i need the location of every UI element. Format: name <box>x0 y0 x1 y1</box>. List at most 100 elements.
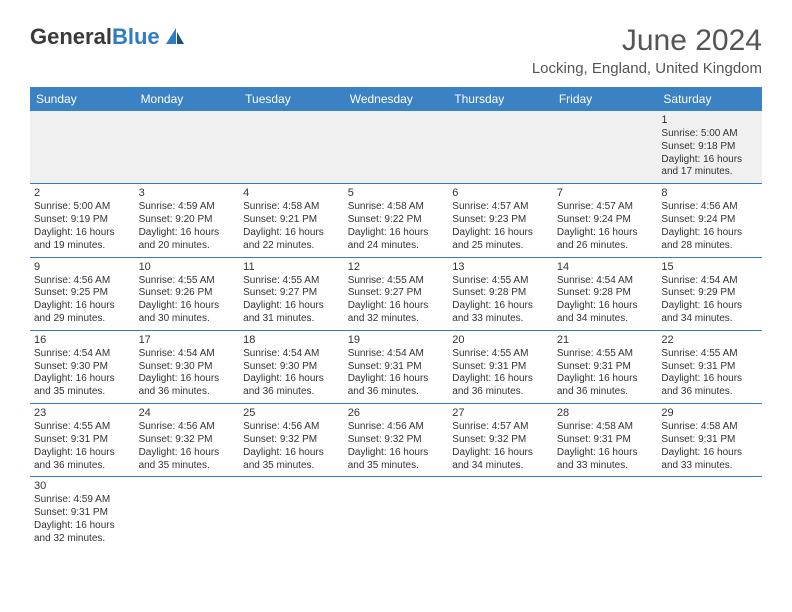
calendar-day: 22Sunrise: 4:55 AMSunset: 9:31 PMDayligh… <box>657 331 762 403</box>
sunrise-text: Sunrise: 4:55 AM <box>557 348 654 361</box>
sunset-text: Sunset: 9:31 PM <box>557 434 654 447</box>
daylight-text: Daylight: 16 hours <box>348 227 445 240</box>
calendar-day: 14Sunrise: 4:54 AMSunset: 9:28 PMDayligh… <box>553 258 658 330</box>
daylight-text: and 31 minutes. <box>243 313 340 326</box>
day-number: 4 <box>243 186 340 200</box>
daylight-text: and 24 minutes. <box>348 240 445 253</box>
daylight-text: Daylight: 16 hours <box>139 447 236 460</box>
daylight-text: Daylight: 16 hours <box>661 227 758 240</box>
daylight-text: and 35 minutes. <box>243 460 340 473</box>
day-number: 29 <box>661 406 758 420</box>
weekday-header: Wednesday <box>344 87 449 111</box>
daylight-text: Daylight: 16 hours <box>34 300 131 313</box>
sunrise-text: Sunrise: 4:55 AM <box>661 348 758 361</box>
sunset-text: Sunset: 9:32 PM <box>348 434 445 447</box>
sunrise-text: Sunrise: 4:57 AM <box>452 421 549 434</box>
sunset-text: Sunset: 9:32 PM <box>139 434 236 447</box>
daylight-text: and 36 minutes. <box>348 386 445 399</box>
page-header: GeneralBlue June 2024 Locking, England, … <box>30 24 762 77</box>
sunset-text: Sunset: 9:31 PM <box>452 361 549 374</box>
sunrise-text: Sunrise: 4:55 AM <box>348 275 445 288</box>
sunrise-text: Sunrise: 4:58 AM <box>243 201 340 214</box>
sunset-text: Sunset: 9:19 PM <box>34 214 131 227</box>
daylight-text: and 36 minutes. <box>34 460 131 473</box>
sunrise-text: Sunrise: 4:56 AM <box>243 421 340 434</box>
weekday-header: Sunday <box>30 87 135 111</box>
calendar-day: 17Sunrise: 4:54 AMSunset: 9:30 PMDayligh… <box>135 331 240 403</box>
sunrise-text: Sunrise: 4:56 AM <box>139 421 236 434</box>
calendar-day: 26Sunrise: 4:56 AMSunset: 9:32 PMDayligh… <box>344 404 449 476</box>
day-number: 12 <box>348 260 445 274</box>
sunset-text: Sunset: 9:30 PM <box>34 361 131 374</box>
calendar-day: 13Sunrise: 4:55 AMSunset: 9:28 PMDayligh… <box>448 258 553 330</box>
daylight-text: and 34 minutes. <box>557 313 654 326</box>
daylight-text: Daylight: 16 hours <box>348 300 445 313</box>
title-block: June 2024 Locking, England, United Kingd… <box>532 24 762 77</box>
day-number: 3 <box>139 186 236 200</box>
daylight-text: Daylight: 16 hours <box>557 300 654 313</box>
calendar-empty <box>553 111 658 183</box>
weekday-header: Friday <box>553 87 658 111</box>
sunset-text: Sunset: 9:27 PM <box>348 287 445 300</box>
daylight-text: and 25 minutes. <box>452 240 549 253</box>
calendar-day: 25Sunrise: 4:56 AMSunset: 9:32 PMDayligh… <box>239 404 344 476</box>
daylight-text: Daylight: 16 hours <box>661 373 758 386</box>
daylight-text: and 19 minutes. <box>34 240 131 253</box>
daylight-text: and 32 minutes. <box>348 313 445 326</box>
logo-text-2: Blue <box>112 24 160 50</box>
daylight-text: and 22 minutes. <box>243 240 340 253</box>
sunrise-text: Sunrise: 4:54 AM <box>661 275 758 288</box>
day-number: 23 <box>34 406 131 420</box>
sunset-text: Sunset: 9:27 PM <box>243 287 340 300</box>
sunrise-text: Sunrise: 4:54 AM <box>557 275 654 288</box>
calendar-empty <box>448 111 553 183</box>
sunset-text: Sunset: 9:30 PM <box>243 361 340 374</box>
day-number: 20 <box>452 333 549 347</box>
sunset-text: Sunset: 9:32 PM <box>243 434 340 447</box>
calendar-day: 19Sunrise: 4:54 AMSunset: 9:31 PMDayligh… <box>344 331 449 403</box>
calendar-empty <box>135 111 240 183</box>
daylight-text: and 34 minutes. <box>452 460 549 473</box>
daylight-text: Daylight: 16 hours <box>348 373 445 386</box>
sunset-text: Sunset: 9:22 PM <box>348 214 445 227</box>
calendar-page: GeneralBlue June 2024 Locking, England, … <box>0 0 792 574</box>
sunset-text: Sunset: 9:31 PM <box>34 434 131 447</box>
day-number: 8 <box>661 186 758 200</box>
daylight-text: and 17 minutes. <box>661 166 758 179</box>
calendar-day: 6Sunrise: 4:57 AMSunset: 9:23 PMDaylight… <box>448 184 553 256</box>
day-number: 30 <box>34 479 131 493</box>
month-title: June 2024 <box>532 24 762 58</box>
daylight-text: and 36 minutes. <box>139 386 236 399</box>
sunrise-text: Sunrise: 4:55 AM <box>243 275 340 288</box>
logo-text-1: General <box>30 24 112 50</box>
daylight-text: and 33 minutes. <box>557 460 654 473</box>
sunrise-text: Sunrise: 5:00 AM <box>34 201 131 214</box>
sunset-text: Sunset: 9:31 PM <box>661 434 758 447</box>
calendar-day: 11Sunrise: 4:55 AMSunset: 9:27 PMDayligh… <box>239 258 344 330</box>
calendar-empty <box>657 477 762 549</box>
daylight-text: and 34 minutes. <box>661 313 758 326</box>
daylight-text: Daylight: 16 hours <box>557 447 654 460</box>
daylight-text: and 26 minutes. <box>557 240 654 253</box>
sunrise-text: Sunrise: 4:58 AM <box>348 201 445 214</box>
daylight-text: Daylight: 16 hours <box>557 373 654 386</box>
daylight-text: Daylight: 16 hours <box>243 373 340 386</box>
day-number: 14 <box>557 260 654 274</box>
sunrise-text: Sunrise: 4:58 AM <box>557 421 654 434</box>
sunrise-text: Sunrise: 4:55 AM <box>139 275 236 288</box>
sunrise-text: Sunrise: 4:54 AM <box>243 348 340 361</box>
daylight-text: and 35 minutes. <box>139 460 236 473</box>
sunset-text: Sunset: 9:30 PM <box>139 361 236 374</box>
day-number: 11 <box>243 260 340 274</box>
day-number: 15 <box>661 260 758 274</box>
calendar-day: 2Sunrise: 5:00 AMSunset: 9:19 PMDaylight… <box>30 184 135 256</box>
daylight-text: and 20 minutes. <box>139 240 236 253</box>
daylight-text: Daylight: 16 hours <box>452 227 549 240</box>
sunrise-text: Sunrise: 4:55 AM <box>452 275 549 288</box>
calendar-day: 20Sunrise: 4:55 AMSunset: 9:31 PMDayligh… <box>448 331 553 403</box>
day-number: 24 <box>139 406 236 420</box>
weekday-header: Saturday <box>657 87 762 111</box>
daylight-text: Daylight: 16 hours <box>243 300 340 313</box>
calendar: SundayMondayTuesdayWednesdayThursdayFrid… <box>30 87 762 550</box>
calendar-week: 16Sunrise: 4:54 AMSunset: 9:30 PMDayligh… <box>30 331 762 404</box>
